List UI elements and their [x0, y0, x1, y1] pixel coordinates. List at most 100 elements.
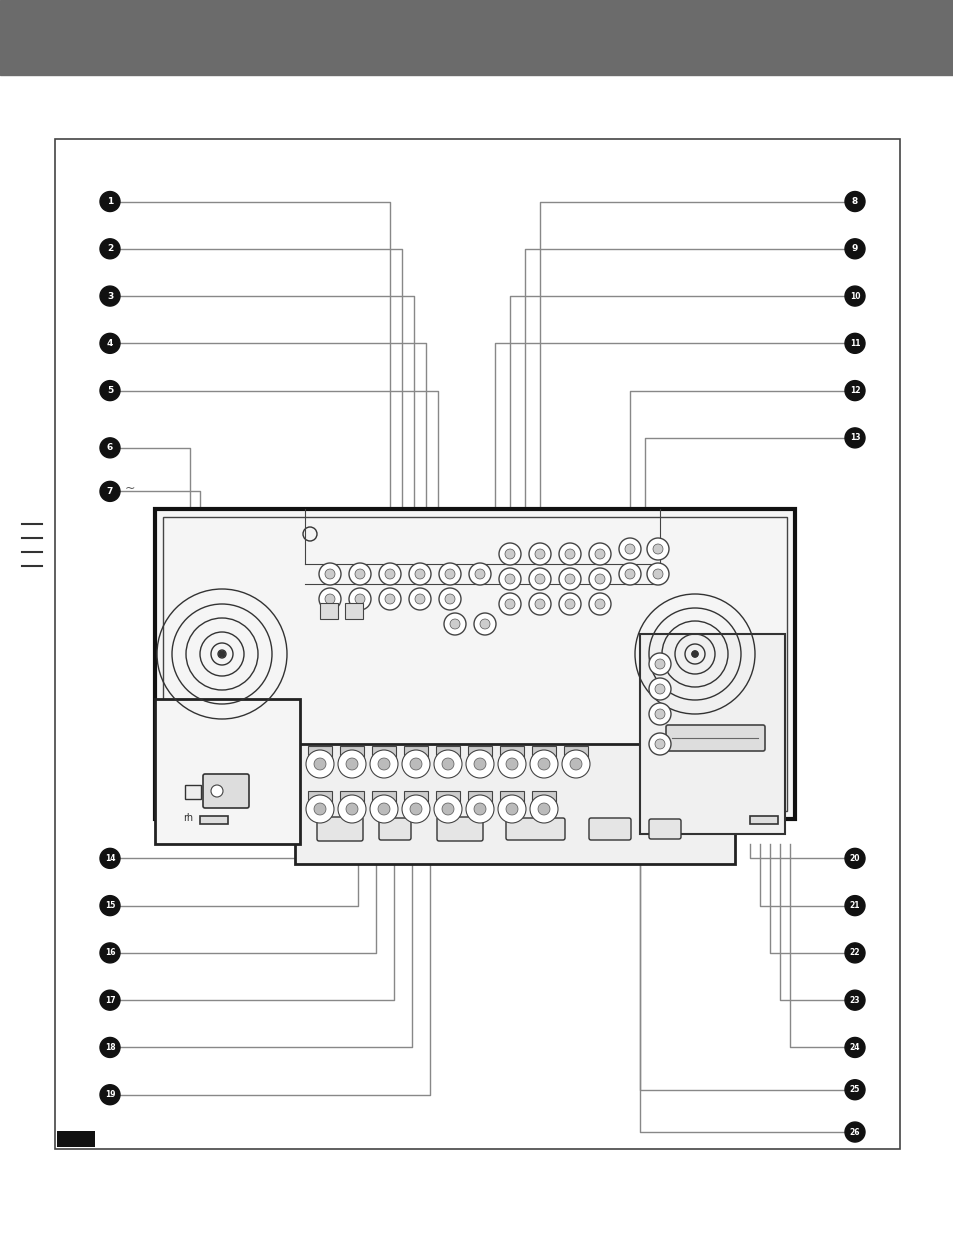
Bar [319, 603, 337, 620]
Circle shape [505, 802, 517, 815]
Bar [345, 603, 363, 620]
Circle shape [434, 795, 461, 824]
Circle shape [100, 438, 120, 458]
Circle shape [475, 569, 484, 578]
Circle shape [100, 896, 120, 916]
Circle shape [648, 733, 670, 755]
Circle shape [325, 593, 335, 605]
Circle shape [497, 750, 525, 778]
Bar [154, 699, 299, 843]
Circle shape [370, 750, 397, 778]
Circle shape [378, 588, 400, 610]
Circle shape [588, 593, 610, 615]
Circle shape [530, 750, 558, 778]
Circle shape [595, 549, 604, 559]
Circle shape [349, 564, 371, 585]
Text: 19: 19 [105, 1090, 115, 1100]
Circle shape [410, 802, 421, 815]
Circle shape [505, 758, 517, 770]
Text: 26: 26 [849, 1127, 860, 1137]
Circle shape [844, 192, 864, 211]
Circle shape [691, 651, 698, 657]
Circle shape [314, 758, 326, 770]
Circle shape [535, 600, 544, 610]
Circle shape [655, 709, 664, 719]
Circle shape [370, 795, 397, 824]
Circle shape [415, 593, 424, 605]
Circle shape [465, 795, 494, 824]
Text: 2: 2 [107, 244, 113, 254]
FancyBboxPatch shape [588, 819, 630, 840]
Circle shape [624, 544, 635, 554]
Circle shape [211, 785, 223, 797]
Text: 5: 5 [107, 386, 113, 396]
FancyBboxPatch shape [203, 774, 249, 809]
Circle shape [100, 381, 120, 401]
Circle shape [844, 896, 864, 916]
Text: 25: 25 [849, 1085, 860, 1095]
Text: 23: 23 [849, 995, 860, 1005]
Circle shape [469, 564, 491, 585]
Circle shape [415, 569, 424, 578]
Circle shape [100, 943, 120, 963]
Text: 13: 13 [849, 433, 860, 443]
Circle shape [844, 286, 864, 306]
Bar [749, 816, 778, 824]
Bar [185, 785, 201, 799]
Circle shape [535, 573, 544, 583]
Circle shape [444, 569, 455, 578]
Circle shape [504, 600, 515, 610]
Circle shape [844, 381, 864, 401]
Circle shape [100, 192, 120, 211]
Circle shape [655, 659, 664, 669]
Circle shape [346, 802, 357, 815]
Circle shape [409, 588, 431, 610]
Circle shape [438, 588, 460, 610]
Bar [57, 1131, 95, 1147]
Circle shape [410, 758, 421, 770]
Circle shape [318, 588, 340, 610]
Text: 17: 17 [105, 995, 115, 1005]
Circle shape [844, 239, 864, 259]
Text: 1: 1 [107, 197, 113, 207]
Circle shape [479, 620, 490, 629]
Bar [436, 791, 459, 805]
Text: 20: 20 [849, 853, 860, 863]
Circle shape [652, 544, 662, 554]
Circle shape [844, 990, 864, 1010]
Circle shape [844, 428, 864, 448]
Bar [339, 791, 364, 805]
Text: 3: 3 [107, 291, 113, 301]
Circle shape [100, 990, 120, 1010]
Circle shape [558, 593, 580, 615]
Circle shape [564, 600, 575, 610]
Bar [339, 746, 364, 760]
Bar [200, 816, 228, 824]
Circle shape [377, 758, 390, 770]
Circle shape [588, 569, 610, 590]
Circle shape [355, 593, 365, 605]
Bar [468, 791, 492, 805]
Circle shape [648, 653, 670, 675]
Circle shape [450, 620, 459, 629]
Circle shape [844, 1037, 864, 1057]
Bar [0, 0, 953, 75]
Circle shape [441, 802, 454, 815]
Text: rh: rh [183, 814, 193, 824]
Circle shape [648, 703, 670, 725]
Circle shape [655, 739, 664, 749]
Circle shape [844, 1122, 864, 1142]
Text: 12: 12 [849, 386, 860, 396]
Circle shape [474, 802, 485, 815]
Bar [294, 744, 734, 865]
Circle shape [306, 795, 334, 824]
Circle shape [529, 593, 551, 615]
Bar [563, 746, 587, 760]
Bar [639, 634, 784, 833]
Circle shape [100, 286, 120, 306]
Circle shape [498, 542, 520, 565]
Circle shape [349, 588, 371, 610]
Circle shape [346, 758, 357, 770]
Circle shape [314, 802, 326, 815]
Circle shape [655, 684, 664, 694]
